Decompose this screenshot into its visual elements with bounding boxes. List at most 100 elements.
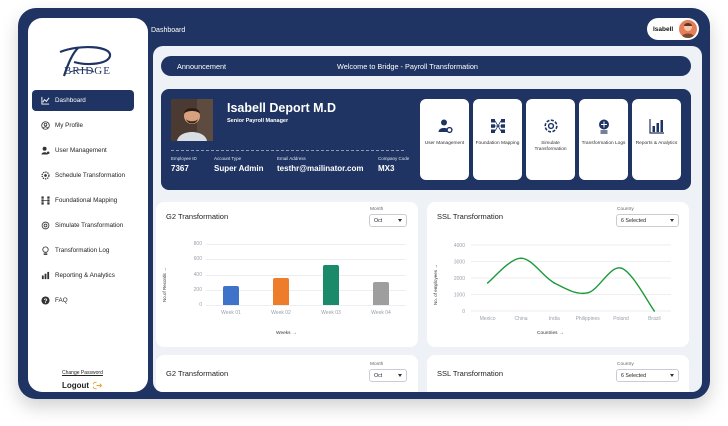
profile-card: Isabell Deport M.D Senior Payroll Manage… <box>161 89 691 190</box>
bar[interactable] <box>223 285 239 305</box>
country-select[interactable]: 6 Selected <box>616 214 679 227</box>
page-title: Dashboard <box>151 27 186 34</box>
field-label: Account Type <box>214 156 242 161</box>
series-line[interactable] <box>487 257 655 312</box>
x-axis-label: Countries → <box>537 331 564 336</box>
field-value: Super Admin <box>214 164 264 173</box>
log-icon <box>40 246 50 256</box>
field-label: Employee ID <box>171 156 197 161</box>
announcement-label: Announcement <box>177 61 227 71</box>
question-icon: ? <box>40 296 50 306</box>
x-tick-label: Mexico <box>480 316 496 322</box>
g2-transformation-card-2: G2 Transformation Month Oct <box>156 355 418 392</box>
change-password-link[interactable]: Change Password <box>62 370 103 376</box>
sidebar-item-simulate-transformation[interactable]: Simulate Transformation <box>32 215 134 236</box>
y-axis-label: No.of Records → <box>162 267 167 302</box>
select-label: Country <box>617 362 634 367</box>
data-point[interactable] <box>620 267 622 269</box>
bar[interactable] <box>323 264 339 305</box>
sidebar-item-label: Simulate Transformation <box>55 222 124 229</box>
ssl-transformation-card: SSL Transformation Country 6 Selected No… <box>427 202 689 347</box>
y-tick-label: 1000 <box>454 293 465 299</box>
chevron-down-icon <box>398 374 402 377</box>
field-label: Email Address <box>277 156 306 161</box>
data-point[interactable] <box>553 282 556 284</box>
sidebar-item-label: Dashboard <box>55 97 86 104</box>
month-select[interactable]: Oct <box>369 214 407 227</box>
sidebar-item-user-management[interactable]: User Management <box>32 140 134 161</box>
select-label: Country <box>617 207 634 212</box>
sidebar-item-label: My Profile <box>55 122 83 129</box>
field-account-type: Account Type Super Admin <box>214 156 263 173</box>
tile-foundation-mapping[interactable]: Foundation Mapping <box>473 99 522 180</box>
sidebar-item-foundational-mapping[interactable]: Foundational Mapping <box>32 190 134 211</box>
analytics-icon <box>40 271 50 281</box>
mapping-icon <box>40 196 50 206</box>
logout-button[interactable]: Logout <box>62 381 103 390</box>
y-tick-label: 0 <box>462 309 465 315</box>
gridline <box>206 244 406 245</box>
simulate-icon <box>526 118 575 134</box>
data-point[interactable] <box>486 282 489 284</box>
x-tick-label: Week 04 <box>371 310 391 316</box>
main-content: Announcement Welcome to Bridge - Payroll… <box>153 46 702 392</box>
tile-reports-analytics[interactable]: Reports & Analytics <box>632 99 681 180</box>
user-menu[interactable]: Isabell <box>647 18 699 40</box>
sidebar-item-label: User Management <box>55 147 107 154</box>
gridline <box>206 289 406 291</box>
select-value: Oct <box>374 372 383 379</box>
tile-label: Transformation Logs <box>581 141 626 146</box>
x-tick-label: Week 02 <box>271 310 291 316</box>
bar[interactable] <box>273 277 289 305</box>
country-select[interactable]: 6 Selected <box>616 369 679 382</box>
tile-simulate-transformation[interactable]: Simulate Transformation <box>526 99 575 180</box>
logout-icon <box>93 381 103 390</box>
y-tick-label: 800 <box>193 241 202 247</box>
svg-text:?: ? <box>43 298 47 305</box>
y-tick-label: 2000 <box>454 276 465 282</box>
sidebar-item-faq[interactable]: ? FAQ <box>32 290 134 311</box>
field-value: 7367 <box>171 164 189 173</box>
data-point[interactable] <box>586 292 589 294</box>
y-tick-label: 4000 <box>454 243 465 249</box>
sidebar-item-reporting-analytics[interactable]: Reporting & Analytics <box>32 265 134 286</box>
sidebar-item-my-profile[interactable]: My Profile <box>32 115 134 136</box>
sidebar-item-label: Transformation Log <box>55 247 110 254</box>
select-label: Month <box>370 207 384 212</box>
select-label: Month <box>370 362 384 367</box>
sidebar-item-transformation-log[interactable]: Transformation Log <box>32 240 134 261</box>
field-company-code: Company Code MX3 <box>378 156 409 173</box>
sidebar: BRIDGE Dashboard My Profile User Managem… <box>28 18 148 392</box>
data-point[interactable] <box>520 257 522 259</box>
x-tick-label: Philippines <box>576 316 601 322</box>
sidebar-item-label: Schedule Transformation <box>55 172 126 179</box>
card-title: SSL Transformation <box>437 212 504 221</box>
select-value: 6 Selected <box>621 372 647 379</box>
y-tick-label: 3000 <box>454 260 465 266</box>
chart-line-icon <box>40 96 50 106</box>
sidebar-item-schedule-transformation[interactable]: Schedule Transformation <box>32 165 134 186</box>
line-chart-svg: 0 1000 2000 3000 4000 Mexico China India Philipp… <box>454 243 671 322</box>
sidebar-item-dashboard[interactable]: Dashboard <box>32 90 134 111</box>
mapping-icon <box>473 118 522 134</box>
month-select[interactable]: Oct <box>369 369 407 382</box>
logout-label: Logout <box>62 381 90 390</box>
divider <box>171 150 404 151</box>
x-tick-label: Brazil <box>648 316 661 322</box>
profile-role: Senior Payroll Manager <box>227 118 289 124</box>
y-tick-label: 200 <box>193 286 202 293</box>
tile-user-management[interactable]: User Management <box>420 99 469 180</box>
sidebar-item-label: Reporting & Analytics <box>55 272 115 279</box>
data-point[interactable] <box>653 310 656 312</box>
chevron-down-icon <box>670 374 674 377</box>
gear-clock-icon <box>40 171 50 181</box>
chevron-down-icon <box>670 219 674 222</box>
gridline <box>206 259 406 261</box>
app-window: BRIDGE Dashboard My Profile User Managem… <box>18 8 710 399</box>
profile-name: Isabell Deport M.D <box>227 101 337 115</box>
user-circle-icon <box>40 121 50 131</box>
bar[interactable] <box>373 282 389 305</box>
tile-transformation-logs[interactable]: Transformation Logs <box>579 99 628 180</box>
gridline <box>206 305 406 306</box>
field-email: Email Address testhr@mailinator.com <box>277 156 364 173</box>
